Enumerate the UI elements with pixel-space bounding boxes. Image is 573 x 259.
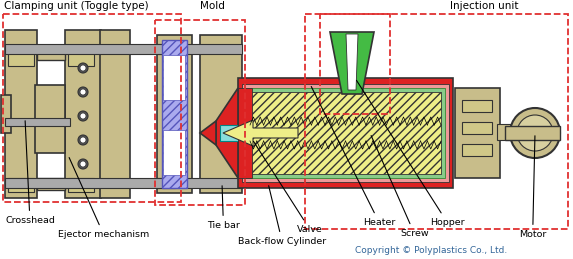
Bar xyxy=(100,30,130,198)
Bar xyxy=(37,178,65,190)
Text: Tie bar: Tie bar xyxy=(207,186,240,230)
Bar xyxy=(5,44,175,54)
Bar xyxy=(200,35,242,193)
Bar xyxy=(155,178,242,188)
Bar xyxy=(238,78,453,188)
Polygon shape xyxy=(330,32,374,94)
Circle shape xyxy=(80,65,86,71)
Circle shape xyxy=(517,115,553,151)
Text: Hopper: Hopper xyxy=(356,80,465,227)
Text: Heater: Heater xyxy=(311,87,395,227)
Bar xyxy=(35,85,65,153)
Bar xyxy=(305,14,568,229)
Bar xyxy=(462,100,492,112)
Circle shape xyxy=(78,159,88,169)
Polygon shape xyxy=(223,120,298,146)
Circle shape xyxy=(78,87,88,97)
Bar xyxy=(242,84,449,182)
Bar xyxy=(250,92,441,174)
Text: Crosshead: Crosshead xyxy=(5,121,55,225)
Bar xyxy=(505,126,560,140)
Text: Back-flow Cylinder: Back-flow Cylinder xyxy=(238,186,326,246)
Bar xyxy=(155,44,242,54)
Bar xyxy=(3,14,181,202)
Text: Clamping unit (Toggle type): Clamping unit (Toggle type) xyxy=(4,1,148,11)
Bar xyxy=(157,35,192,193)
Bar xyxy=(37,48,65,60)
Bar xyxy=(220,125,246,141)
Bar xyxy=(462,122,492,134)
Circle shape xyxy=(78,111,88,121)
Bar xyxy=(1,95,11,133)
Circle shape xyxy=(80,137,86,143)
Bar xyxy=(68,178,94,192)
Bar xyxy=(8,52,34,66)
Bar xyxy=(5,178,175,188)
Circle shape xyxy=(80,161,86,167)
Bar xyxy=(462,144,492,156)
Bar xyxy=(162,40,187,188)
Text: Motor: Motor xyxy=(519,136,547,239)
Text: Copyright © Polyplastics Co., Ltd.: Copyright © Polyplastics Co., Ltd. xyxy=(355,246,507,255)
Text: Injection unit: Injection unit xyxy=(450,1,519,11)
Bar xyxy=(497,124,517,140)
Bar xyxy=(163,55,185,100)
Polygon shape xyxy=(346,34,358,90)
Circle shape xyxy=(78,63,88,73)
Circle shape xyxy=(78,135,88,145)
Text: Valve: Valve xyxy=(253,141,323,234)
Bar xyxy=(238,88,252,178)
Text: Screw: Screw xyxy=(371,135,429,238)
Bar xyxy=(65,30,101,198)
Bar xyxy=(455,88,500,178)
Bar xyxy=(5,118,70,126)
Bar xyxy=(320,14,390,114)
Text: Ejector mechanism: Ejector mechanism xyxy=(58,157,149,239)
Bar xyxy=(246,88,445,178)
Circle shape xyxy=(80,113,86,119)
Bar xyxy=(68,52,94,66)
Polygon shape xyxy=(200,121,216,145)
Circle shape xyxy=(80,89,86,95)
Polygon shape xyxy=(216,88,238,178)
Text: Mold: Mold xyxy=(200,1,225,11)
Bar xyxy=(8,178,34,192)
Circle shape xyxy=(510,108,560,158)
Bar xyxy=(5,30,37,198)
Bar xyxy=(155,20,245,205)
Bar xyxy=(163,130,185,175)
